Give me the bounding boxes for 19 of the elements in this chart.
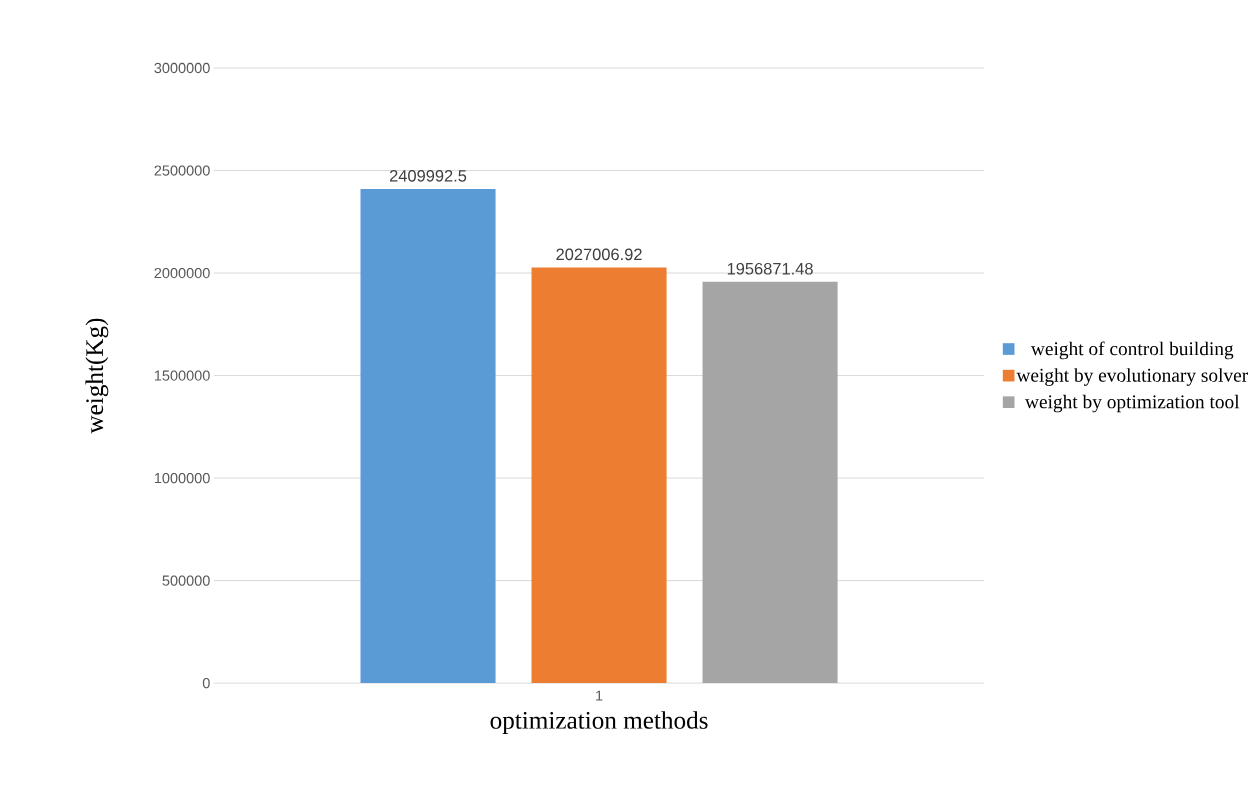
y-tick-label: 2500000 xyxy=(154,165,210,176)
data-label: 2027006.92 xyxy=(556,248,642,260)
legend-label: weight by optimization tool xyxy=(1025,394,1240,413)
bar xyxy=(360,188,496,683)
y-tick-label: 1500000 xyxy=(154,370,210,381)
y-tick-label: 0 xyxy=(202,677,210,688)
y-tick-label: 3000000 xyxy=(154,62,210,73)
legend-label: weight of control building xyxy=(1030,341,1234,360)
y-tick-label: 2000000 xyxy=(154,267,210,278)
y-tick-label: 1000000 xyxy=(154,472,210,483)
bar xyxy=(531,267,667,683)
bar xyxy=(702,281,838,683)
y-axis-title: weight(Kg) xyxy=(85,318,109,434)
data-label: 2409992.5 xyxy=(389,169,467,182)
legend-label: weight by evolutionary solver xyxy=(1016,367,1249,386)
y-tick-label: 500000 xyxy=(162,575,210,586)
x-axis-title: optimization methods xyxy=(490,710,708,734)
data-label: 1956871.48 xyxy=(727,262,813,275)
x-tick-label: 1 xyxy=(596,690,603,701)
